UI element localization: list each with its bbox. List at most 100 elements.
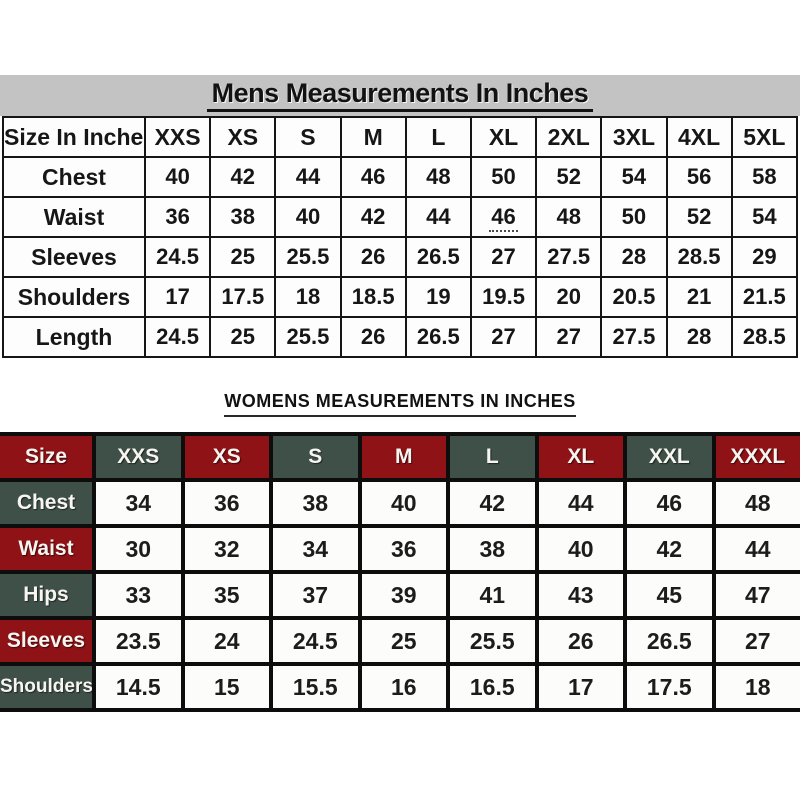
mens-row-label: Sleeves <box>2 236 146 278</box>
womens-size-header: XXS <box>92 432 185 482</box>
mens-row-label: Length <box>2 316 146 358</box>
mens-value-cell: 26 <box>339 316 407 358</box>
womens-value-cell: 27 <box>711 616 800 666</box>
womens-row-hips: Hips 33 35 37 39 41 43 45 47 <box>0 570 800 620</box>
womens-value-cell: 18 <box>711 662 800 712</box>
womens-corner-header: Size <box>0 432 96 482</box>
mens-row-sleeves: Sleeves 24.5 25 25.5 26 26.5 27 27.5 28 28.5 29 <box>2 236 799 278</box>
womens-value-cell: 16.5 <box>446 662 539 712</box>
mens-value-cell: 48 <box>404 156 472 198</box>
womens-value-cell: 48 <box>711 478 800 528</box>
womens-row-label: Hips <box>0 570 96 620</box>
mens-value-cell: 25 <box>209 236 277 278</box>
womens-row-waist: Waist 30 32 34 36 38 40 42 44 <box>0 524 800 574</box>
womens-row-sleeves: Sleeves 23.5 24 24.5 25 25.5 26 26.5 27 <box>0 616 800 666</box>
mens-value-cell: 20.5 <box>600 276 668 318</box>
mens-value-cell: 42 <box>209 156 277 198</box>
mens-row-shoulders: Shoulders 17 17.5 18 18.5 19 19.5 20 20.5 21 21.5 <box>2 276 799 318</box>
womens-size-header: XL <box>534 432 627 482</box>
womens-value-cell: 24 <box>180 616 273 666</box>
mens-value-cell: 40 <box>274 196 342 238</box>
mens-value-cell: 46 <box>339 156 407 198</box>
womens-value-cell: 46 <box>623 478 716 528</box>
mens-value-cell: 58 <box>730 156 799 198</box>
mens-row-length: Length 24.5 25 25.5 26 26.5 27 27 27.5 28 28.5 <box>2 316 799 358</box>
womens-value-cell: 16 <box>357 662 450 712</box>
womens-value-cell: 40 <box>357 478 450 528</box>
womens-value-cell: 17 <box>534 662 627 712</box>
mens-value-cell: 52 <box>665 196 733 238</box>
mens-value-cell: 27 <box>469 316 538 358</box>
womens-value-cell: 39 <box>357 570 450 620</box>
womens-value-cell: 44 <box>711 524 800 574</box>
mens-value-cell: 44 <box>404 196 472 238</box>
womens-value-cell: 33 <box>92 570 185 620</box>
womens-value-cell: 38 <box>446 524 539 574</box>
mens-size-header: 3XL <box>600 116 668 158</box>
womens-size-header: XS <box>180 432 273 482</box>
womens-value-cell: 15.5 <box>269 662 362 712</box>
mens-value-cell: 20 <box>535 276 603 318</box>
womens-value-cell: 42 <box>623 524 716 574</box>
mens-value-cell: 24.5 <box>143 236 212 278</box>
mens-value-cell: 27 <box>469 236 538 278</box>
womens-value-cell: 14.5 <box>92 662 185 712</box>
mens-value-cell: 17 <box>143 276 212 318</box>
womens-size-table: Size XXS XS S M L XL XXL XXXL Chest 34 36 38 40 42 44 46… <box>0 432 800 712</box>
mens-value-cell: 42 <box>339 196 407 238</box>
mens-header-row: Size In Inches XXS XS S M L XL 2XL 3XL 4XL 5XL <box>2 116 799 158</box>
mens-row-waist: Waist 36 38 40 42 44 46 48 50 52 54 <box>2 196 799 238</box>
mens-size-header: S <box>274 116 342 158</box>
womens-value-cell: 37 <box>269 570 362 620</box>
womens-value-cell: 34 <box>269 524 362 574</box>
mens-size-header: XXS <box>143 116 212 158</box>
womens-value-cell: 34 <box>92 478 185 528</box>
mens-value-cell: 29 <box>730 236 799 278</box>
mens-value-cell: 18 <box>274 276 342 318</box>
womens-row-label: Chest <box>0 478 96 528</box>
mens-value-cell: 19 <box>404 276 472 318</box>
womens-size-header: L <box>446 432 539 482</box>
mens-value-cell: 19.5 <box>469 276 538 318</box>
mens-size-header: XS <box>209 116 277 158</box>
womens-value-cell: 40 <box>534 524 627 574</box>
mens-value-cell: 50 <box>600 196 668 238</box>
womens-value-cell: 41 <box>446 570 539 620</box>
mens-size-table: Size In Inches XXS XS S M L XL 2XL 3XL 4XL 5XL Ches… <box>2 116 799 358</box>
womens-size-header: XXXL <box>711 432 800 482</box>
mens-value-cell: 17.5 <box>209 276 277 318</box>
mens-value-underlined: 46 <box>489 204 518 232</box>
mens-value-cell: 54 <box>600 156 668 198</box>
mens-value-cell: 25 <box>209 316 277 358</box>
mens-value-cell: 27 <box>535 316 603 358</box>
womens-value-cell: 44 <box>534 478 627 528</box>
mens-value-cell: 44 <box>274 156 342 198</box>
womens-row-shoulders: Shoulders 14.5 15 15.5 16 16.5 17 17.5 18 <box>0 662 800 712</box>
mens-value-cell: 48 <box>535 196 603 238</box>
womens-value-cell: 17.5 <box>623 662 716 712</box>
mens-value-cell: 46 <box>469 196 538 238</box>
mens-size-header: L <box>404 116 472 158</box>
mens-value-cell: 25.5 <box>274 316 342 358</box>
mens-row-label: Shoulders <box>2 276 146 318</box>
womens-row-label: Sleeves <box>0 616 96 666</box>
mens-size-header: XL <box>469 116 538 158</box>
mens-size-header: M <box>339 116 407 158</box>
mens-row-chest: Chest 40 42 44 46 48 50 52 54 56 58 <box>2 156 799 198</box>
mens-value-cell: 28.5 <box>665 236 733 278</box>
mens-size-header: 2XL <box>535 116 603 158</box>
mens-size-header: 5XL <box>730 116 799 158</box>
womens-value-cell: 25 <box>357 616 450 666</box>
mens-value-cell: 28 <box>600 236 668 278</box>
womens-value-cell: 23.5 <box>92 616 185 666</box>
womens-value-cell: 38 <box>269 478 362 528</box>
mens-title-band: Mens Measurements In Inches <box>0 75 800 116</box>
mens-value-cell: 27.5 <box>535 236 603 278</box>
womens-value-cell: 26.5 <box>623 616 716 666</box>
womens-value-cell: 42 <box>446 478 539 528</box>
mens-value-cell: 40 <box>143 156 212 198</box>
mens-value-cell: 18.5 <box>339 276 407 318</box>
womens-row-label: Waist <box>0 524 96 574</box>
mens-value-cell: 26.5 <box>404 316 472 358</box>
